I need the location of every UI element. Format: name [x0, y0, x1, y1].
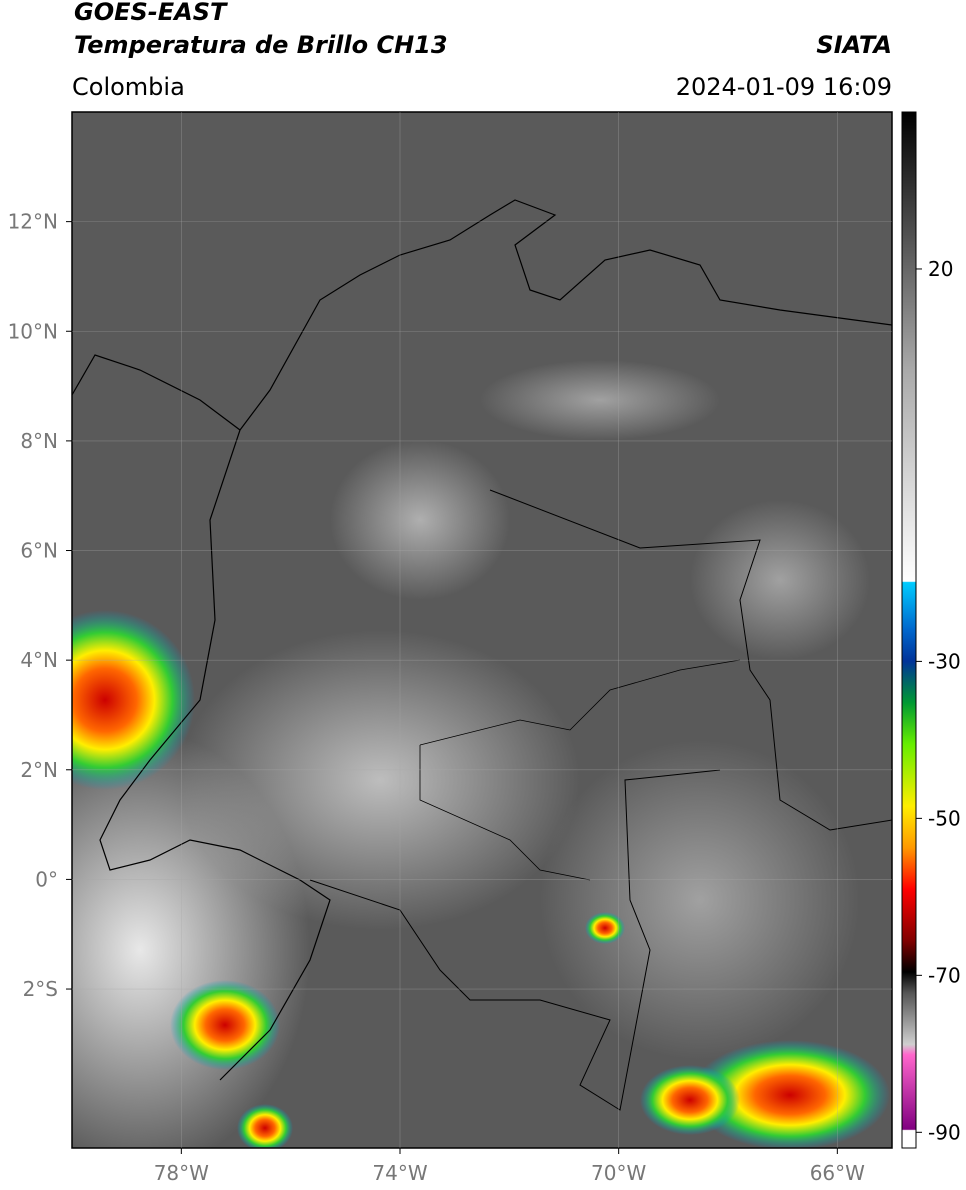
- x-tick-label: 70°W: [591, 1161, 646, 1185]
- colorbar-tick-label: -90: [928, 1120, 961, 1144]
- map-frame: [71, 111, 893, 1149]
- colorbar-tick-label: -70: [928, 963, 961, 987]
- y-tick-label: 0°: [35, 867, 58, 891]
- satellite-image: [72, 112, 892, 1148]
- y-tick-label: 2°S: [23, 977, 58, 1001]
- colorbar-tick-label: 20: [928, 257, 953, 281]
- region: Colombia: [72, 73, 185, 101]
- y-tick-label: 10°N: [8, 319, 58, 343]
- y-tick-label: 6°N: [20, 539, 58, 563]
- colorbar: [901, 111, 917, 1149]
- source: SIATA: [816, 31, 892, 59]
- y-tick-label: 12°N: [8, 210, 58, 234]
- y-tick-label: 4°N: [20, 648, 58, 672]
- y-tick-label: 2°N: [20, 758, 58, 782]
- x-tick-label: 78°W: [154, 1161, 209, 1185]
- y-tick-label: 8°N: [20, 429, 58, 453]
- product-title: Temperatura de Brillo CH13: [74, 31, 448, 59]
- colorbar-tick-label: -30: [928, 649, 961, 673]
- colorbar-tick-label: -50: [928, 806, 961, 830]
- x-tick-label: 66°W: [810, 1161, 865, 1185]
- satellite-title: GOES-EAST: [74, 0, 228, 26]
- x-tick-label: 74°W: [372, 1161, 427, 1185]
- timestamp: 2024-01-09 16:09: [676, 73, 892, 101]
